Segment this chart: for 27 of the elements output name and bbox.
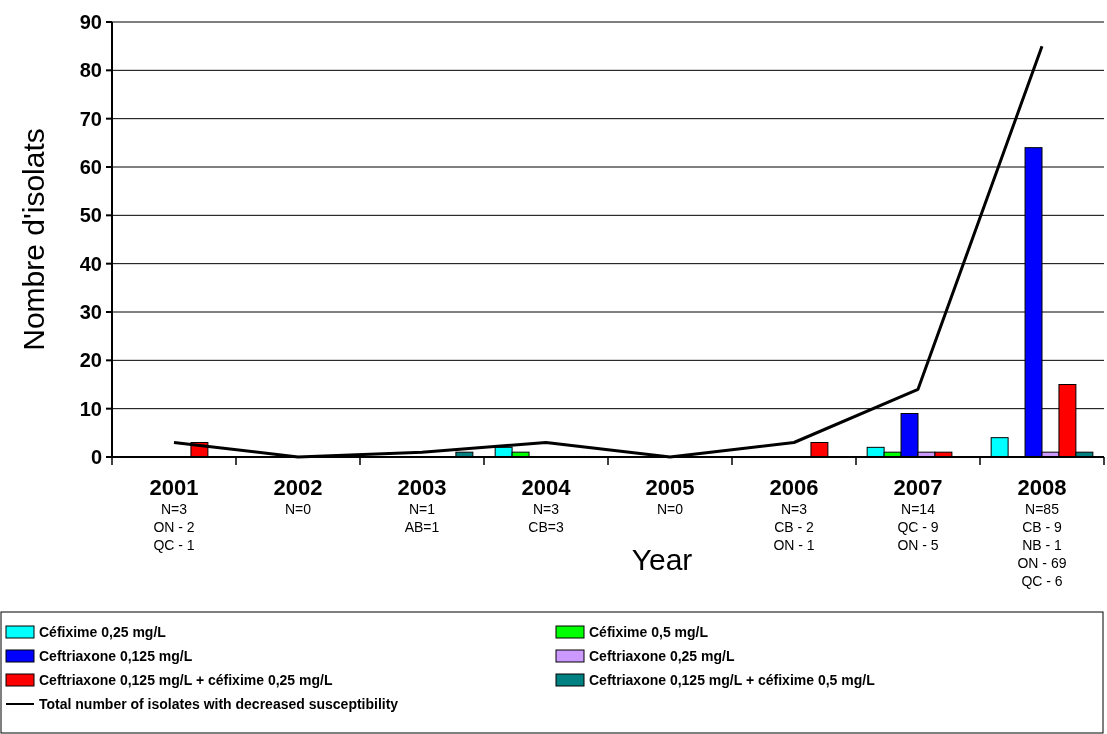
y-tick-label: 50 [79, 204, 102, 227]
y-tick-label: 20 [79, 349, 102, 372]
x-tick-label: 2005 N=0 [645, 475, 695, 517]
y-tick-label: 30 [79, 301, 102, 323]
x-tick-label: 2002 N=0 [273, 475, 323, 517]
y-tick-label: 80 [79, 59, 102, 82]
x-tick-label: 2001 N=3 ON - 2 QC - 1 [149, 475, 199, 553]
x-axis-title: Year [631, 543, 693, 576]
y-tick-label: 60 [79, 156, 102, 178]
x-tick-label: 2004 N=3 CB=3 [521, 475, 572, 535]
x-tick-label: 2007 N=14 QC - 9 ON - 5 [893, 475, 943, 553]
y-tick-label: 40 [79, 252, 102, 275]
legend-label: Ceftriaxone 0,125 mg/L [39, 647, 193, 664]
legend-label: Céfixime 0,5 mg/L [589, 623, 709, 640]
y-tick-label: 0 [90, 446, 102, 468]
y-tick-label: 70 [79, 107, 102, 130]
legend-label: Ceftriaxone 0,125 mg/L + céfixime 0,5 mg/L [589, 671, 876, 688]
legend-label: Ceftriaxone 0,25 mg/L [589, 647, 735, 664]
legend-label: Céfixime 0,25 mg/L [39, 623, 167, 640]
x-tick-label: 2006 N=3 CB - 2 ON - 1 [769, 475, 819, 553]
x-tick-label: 2003 N=1 AB=1 [397, 475, 447, 535]
legend-label: Total number of isolates with decreased susceptibility [39, 695, 399, 712]
y-tick-label: 10 [79, 397, 102, 420]
x-tick-label: 2008 N=85 CB - 9 NB - 1 ON - 69 QC - 6 [1017, 475, 1067, 589]
legend-label: Ceftriaxone 0,125 mg/L + céfixime 0,25 mg/L [39, 671, 333, 688]
y-axis-title: Nombre d'isolats [17, 128, 50, 351]
y-tick-label: 90 [79, 11, 102, 33]
